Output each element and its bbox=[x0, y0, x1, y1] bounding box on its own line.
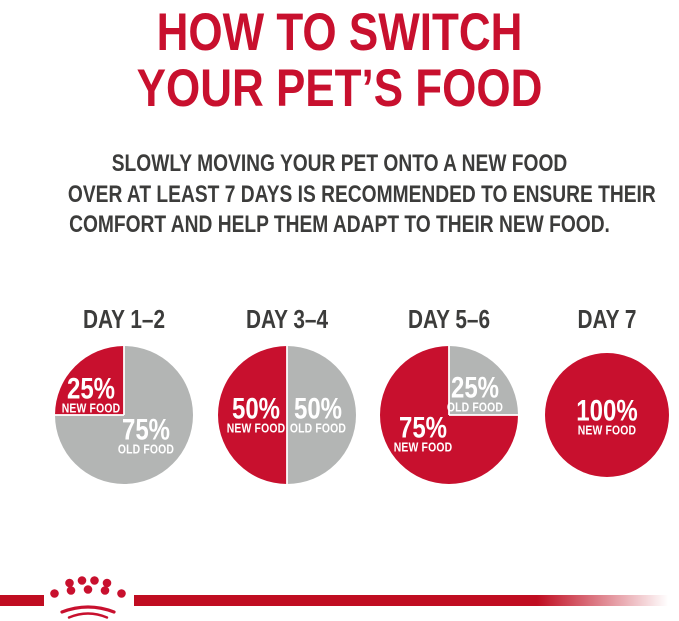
chart-column-day-1-2: DAY 1–2 75% OLD FOOD 25% NEW FOOD bbox=[39, 303, 209, 484]
subtitle-line-2: OVER AT LEAST 7 DAYS IS RECOMMENDED TO E… bbox=[67, 180, 656, 208]
title-line-1: HOW TO SWITCH bbox=[156, 3, 523, 62]
pie-chart-svg bbox=[380, 346, 518, 484]
segment-name: OLD FOOD bbox=[446, 399, 504, 415]
day-heading: DAY 1–2 bbox=[82, 304, 166, 334]
pie-segment-label-old: 25% OLD FOOD bbox=[440, 371, 510, 415]
segment-percent: 50% bbox=[231, 392, 281, 426]
subtitle: SLOWLY MOVING YOUR PET ONTO A NEW FOOD O… bbox=[0, 149, 679, 241]
segment-name: OLD FOOD bbox=[289, 420, 347, 436]
segment-percent: 50% bbox=[293, 392, 343, 426]
subtitle-line-3: COMFORT AND HELP THEM ADAPT TO THEIR NEW… bbox=[69, 211, 610, 238]
segment-name: NEW FOOD bbox=[577, 422, 637, 438]
segment-percent: 75% bbox=[398, 411, 448, 445]
segment-percent: 25% bbox=[450, 371, 500, 405]
chart-column-day-5-6: DAY 5–6 25% OLD FOOD 75% NEW FOOD bbox=[364, 303, 534, 484]
chart-column-day-3-4: DAY 3–4 50% OLD FOOD 50% NEW FOOD bbox=[202, 303, 372, 484]
pie-segment-label-new: 50% NEW FOOD bbox=[219, 392, 292, 436]
segment-percent: 75% bbox=[121, 413, 171, 447]
pie-segment-new bbox=[218, 346, 287, 484]
pie-segment-old bbox=[449, 346, 518, 415]
pie-segment-label-new: 100% NEW FOOD bbox=[569, 394, 646, 438]
segment-percent: 100% bbox=[576, 394, 638, 428]
pie-chart-day-7: 100% NEW FOOD bbox=[545, 353, 669, 477]
footer-bar-right bbox=[134, 595, 679, 606]
segment-name: OLD FOOD bbox=[117, 441, 175, 457]
footer-bar-left bbox=[0, 595, 44, 606]
pie-chart-day-3-4: 50% OLD FOOD 50% NEW FOOD bbox=[218, 346, 356, 484]
pie-chart-day-1-2: 75% OLD FOOD 25% NEW FOOD bbox=[55, 346, 193, 484]
pie-chart-svg bbox=[55, 346, 193, 484]
day-heading: DAY 7 bbox=[577, 304, 637, 334]
segment-percent: 25% bbox=[66, 372, 116, 406]
title-line-2: YOUR PET’S FOOD bbox=[136, 59, 543, 118]
chart-column-day-7: DAY 7 100% NEW FOOD bbox=[522, 303, 679, 477]
pie-segment-old bbox=[287, 346, 356, 484]
day-heading: DAY 5–6 bbox=[407, 304, 491, 334]
day-heading: DAY 3–4 bbox=[245, 304, 329, 334]
pie-segment-label-old: 50% OLD FOOD bbox=[283, 392, 353, 436]
pie-chart-svg bbox=[218, 346, 356, 484]
pie-segment-label-old: 75% OLD FOOD bbox=[111, 413, 181, 457]
segment-name: NEW FOOD bbox=[393, 439, 453, 455]
pie-chart-day-5-6: 25% OLD FOOD 75% NEW FOOD bbox=[380, 346, 518, 484]
segment-name: NEW FOOD bbox=[61, 400, 121, 416]
pie-segment-label-new: 75% NEW FOOD bbox=[386, 411, 459, 455]
pie-chart-svg bbox=[545, 353, 669, 477]
subtitle-line-1: SLOWLY MOVING YOUR PET ONTO A NEW FOOD bbox=[111, 150, 568, 177]
segment-name: NEW FOOD bbox=[226, 420, 286, 436]
pie-segment-new bbox=[545, 353, 669, 477]
page-title: HOW TO SWITCH YOUR PET’S FOOD bbox=[0, 5, 679, 117]
royal-canin-crown-logo bbox=[48, 576, 128, 620]
pie-segment-label-new: 25% NEW FOOD bbox=[54, 372, 127, 416]
pie-segment-new bbox=[55, 346, 124, 415]
crown-icon bbox=[50, 576, 126, 619]
